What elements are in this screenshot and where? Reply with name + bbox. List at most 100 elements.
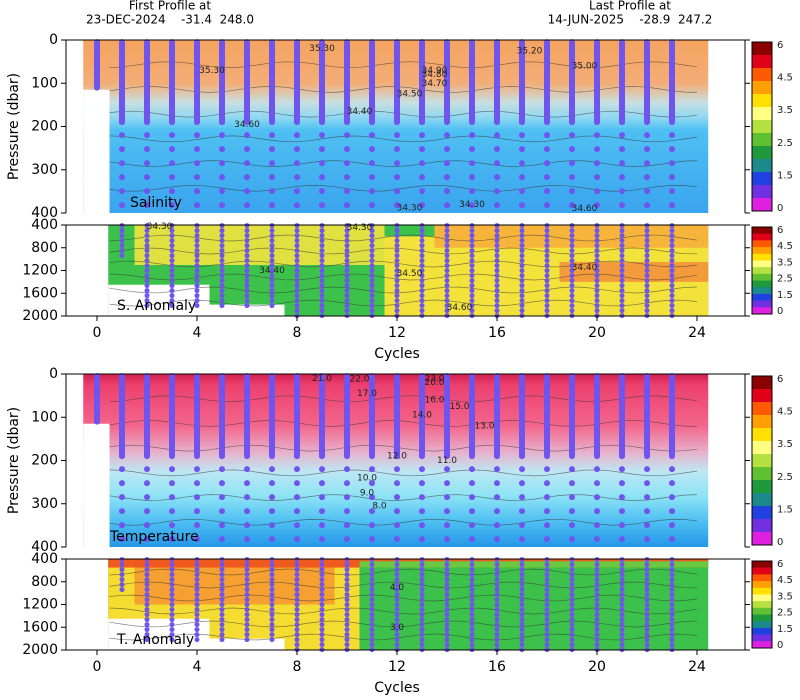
colorbar-label: 6 xyxy=(777,374,783,385)
colorbar-label: 0 xyxy=(777,640,783,651)
colorbar-swatch xyxy=(752,441,772,455)
panel-label: T. Anomaly xyxy=(116,632,194,648)
colorbar-swatch xyxy=(752,454,772,468)
colorbar-swatch xyxy=(752,574,772,582)
colorbar-label: 3.5 xyxy=(777,257,793,268)
colorbar-swatch xyxy=(752,94,772,108)
y-tick-label: 200 xyxy=(31,119,58,135)
last-profile-title: Last Profile at xyxy=(589,0,671,13)
contour-label: 34.30 xyxy=(459,200,485,210)
y-tick-label: 2000 xyxy=(22,642,58,658)
x-tick-label: 16 xyxy=(488,325,506,341)
colorbar-label: 3.5 xyxy=(777,105,793,116)
contour-label: 12.0 xyxy=(387,452,407,462)
y-axis-title: Pressure (dbar) xyxy=(6,73,22,180)
colorbar-label: 4.5 xyxy=(777,407,793,418)
colorbar-swatch xyxy=(752,480,772,494)
y-tick-label: 400 xyxy=(31,217,58,233)
first-profile-info: 23-DEC-2024 -31.4 248.0 xyxy=(86,13,254,27)
contour-label: 9.0 xyxy=(360,488,375,498)
colorbar-label: 1.5 xyxy=(777,504,793,515)
panel: 35.30 34.60 34.50 34.40 34.30 35.20 35.00 34.90… xyxy=(6,32,793,221)
colorbar-swatch xyxy=(752,260,772,268)
colorbar-swatch xyxy=(752,198,772,212)
contour-label: 34.30 xyxy=(147,222,173,232)
y-tick-label: 400 xyxy=(31,539,58,555)
colorbar-swatch xyxy=(752,428,772,442)
colorbar-swatch xyxy=(752,587,772,595)
y-tick-label: 300 xyxy=(31,162,58,178)
colorbar-swatch xyxy=(752,621,772,629)
x-tick-label: 4 xyxy=(193,659,202,675)
missing-data xyxy=(83,89,110,213)
colorbar-swatch xyxy=(752,634,772,642)
colorbar-swatch xyxy=(752,607,772,616)
missing-data xyxy=(209,304,285,316)
colorbar-label: 0 xyxy=(777,537,783,548)
panel: 21.0 22.0 23.020.0 17.0 16.0 15.0 14.0 13.0 12.0… xyxy=(6,366,793,555)
colorbar-frame xyxy=(751,375,773,546)
contour-label: 34.90 xyxy=(422,66,448,76)
colorbar-swatch xyxy=(752,601,772,609)
y-tick-label: 200 xyxy=(31,453,58,469)
colorbar-swatch xyxy=(752,233,772,241)
contour-line xyxy=(109,607,698,615)
y-tick-label: 0 xyxy=(49,32,58,48)
colorbar-frame xyxy=(751,41,773,212)
y-tick-label: 400 xyxy=(31,551,58,567)
x-tick-label: 16 xyxy=(488,659,506,675)
panel-label: Temperature xyxy=(109,529,199,545)
x-axis-title: Cycles xyxy=(374,346,420,362)
contour-label: 35.30 xyxy=(199,66,225,76)
contour-label: 14.0 xyxy=(412,411,432,421)
panel-label: Salinity xyxy=(130,195,182,211)
x-tick-label: 20 xyxy=(588,659,606,675)
colorbar-swatch xyxy=(752,68,772,82)
contour-label: 23.0 xyxy=(424,374,444,384)
colorbar-swatch xyxy=(752,81,772,95)
colorbar-label: 6 xyxy=(777,559,783,570)
colorbar-label: 1.5 xyxy=(777,624,793,635)
colorbar-swatch xyxy=(752,120,772,134)
colorbar-label: 4.5 xyxy=(777,241,793,252)
contour-label: 34.80 xyxy=(422,70,448,80)
colorbar-swatch xyxy=(752,641,772,649)
y-tick-label: 1600 xyxy=(22,285,58,301)
contour-label: 34.60 xyxy=(234,120,260,130)
missing-data xyxy=(209,638,285,650)
colorbar-swatch xyxy=(752,280,772,288)
colorbar-label: 4.5 xyxy=(777,575,793,586)
colorbar-label: 6 xyxy=(777,225,783,236)
y-tick-label: 800 xyxy=(31,240,58,256)
colorbar-swatch xyxy=(752,627,772,636)
colorbar-label: 1.5 xyxy=(777,290,793,301)
colorbar-swatch xyxy=(752,287,772,295)
colorbar-swatch xyxy=(752,273,772,282)
colorbar-swatch xyxy=(752,247,772,255)
colorbar-label: 0 xyxy=(777,306,783,317)
colorbar-swatch xyxy=(752,493,772,507)
y-tick-label: 1200 xyxy=(22,263,58,279)
y-tick-label: 400 xyxy=(31,205,58,221)
colorbar-swatch xyxy=(752,293,772,302)
colorbar-swatch xyxy=(752,519,772,533)
colorbar-swatch xyxy=(752,146,772,160)
colorbar-swatch xyxy=(752,300,772,308)
colorbar-label: 4.5 xyxy=(777,73,793,84)
colorbar-swatch xyxy=(752,567,772,575)
y-tick-label: 800 xyxy=(31,574,58,590)
colorbar-swatch xyxy=(752,415,772,429)
first-profile-title: First Profile at xyxy=(129,0,212,13)
contour-label: 34.30 xyxy=(397,203,423,213)
colorbar-swatch xyxy=(752,307,772,315)
contour-label: 34.70 xyxy=(422,79,448,89)
colorbar-swatch xyxy=(752,55,772,69)
colorbar-label: 3.5 xyxy=(777,591,793,602)
contour-line xyxy=(109,286,698,294)
contour-label: 16.0 xyxy=(424,395,444,405)
contour-label: 13.0 xyxy=(474,421,494,431)
contour-label: 34.60 xyxy=(447,303,473,313)
contour-label: 35.20 xyxy=(517,46,543,56)
anomaly-field xyxy=(359,561,709,568)
